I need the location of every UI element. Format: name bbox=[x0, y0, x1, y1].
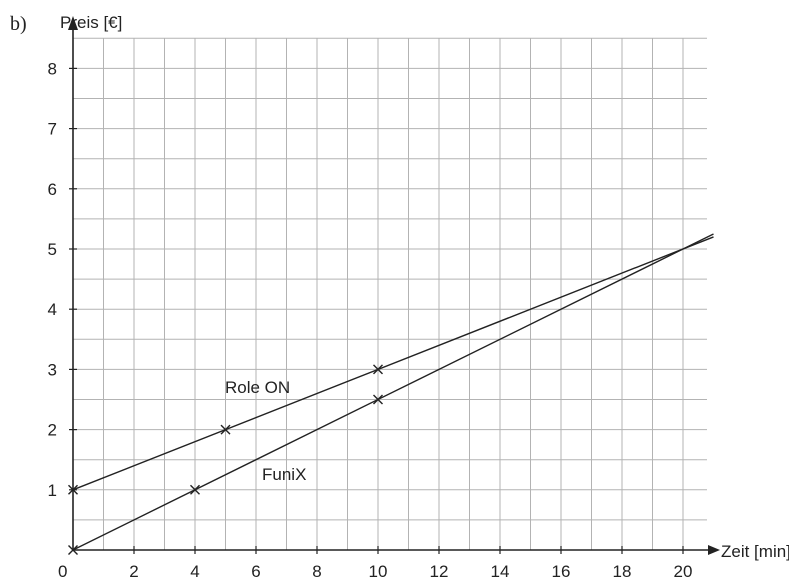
x-tick-label: 10 bbox=[369, 562, 388, 581]
y-tick-label: 6 bbox=[48, 180, 57, 199]
data-point-funix bbox=[190, 484, 200, 495]
series-line-funix bbox=[72, 233, 714, 551]
x-tick-label: 2 bbox=[129, 562, 138, 581]
y-tick-label: 2 bbox=[48, 421, 57, 440]
y-tick-label: 7 bbox=[48, 120, 57, 139]
part-label: b) bbox=[10, 13, 27, 35]
series-label-funix: FuniX bbox=[262, 465, 306, 484]
y-tick-label: 1 bbox=[48, 481, 57, 500]
data-point-funix bbox=[373, 394, 383, 405]
x-tick-label: 6 bbox=[251, 562, 260, 581]
y-tick-label: 8 bbox=[48, 59, 57, 78]
x-axis-arrow bbox=[708, 545, 720, 555]
y-tick-label: 4 bbox=[48, 300, 57, 319]
axes bbox=[68, 16, 720, 555]
y-axis-label: Preis [€] bbox=[60, 13, 122, 32]
data-point-role-on bbox=[373, 364, 383, 375]
series-label-role-on: Role ON bbox=[225, 378, 290, 397]
x-tick-label: 14 bbox=[491, 562, 510, 581]
x-tick-label: 8 bbox=[312, 562, 321, 581]
x-tick-label: 4 bbox=[190, 562, 199, 581]
grid bbox=[73, 37, 707, 550]
x-tick-label: 20 bbox=[674, 562, 693, 581]
data-point-role-on bbox=[220, 424, 231, 435]
x-tick-label: 16 bbox=[552, 562, 571, 581]
y-axis-arrow bbox=[68, 16, 78, 30]
data-point-funix bbox=[68, 545, 78, 555]
y-tick-label: 5 bbox=[48, 240, 57, 259]
x-tick-label: 12 bbox=[430, 562, 449, 581]
data-point-role-on bbox=[68, 484, 78, 495]
x-tick-label: 18 bbox=[613, 562, 632, 581]
series-group bbox=[68, 233, 714, 555]
x-axis-label: Zeit [min] bbox=[721, 542, 789, 561]
y-tick-label: 3 bbox=[48, 360, 57, 379]
series-line-role-on bbox=[72, 236, 714, 491]
origin-label: 0 bbox=[58, 562, 67, 581]
